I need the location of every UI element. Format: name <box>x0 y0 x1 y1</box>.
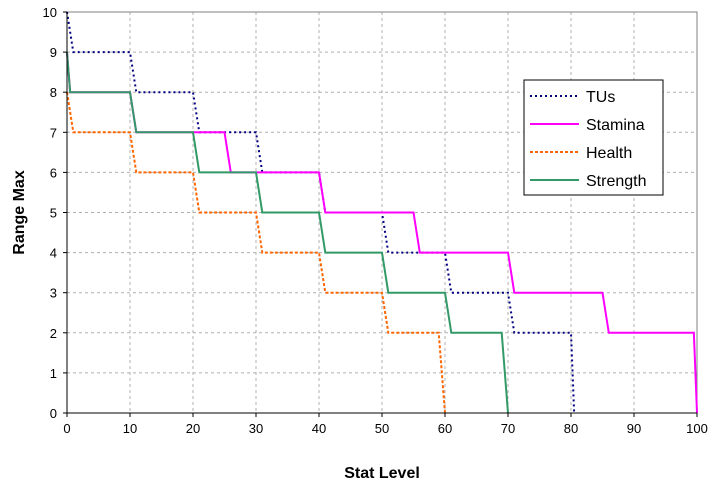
y-tick-label: 4 <box>50 246 57 261</box>
x-tick-label: 60 <box>438 421 452 436</box>
y-tick-label: 5 <box>50 206 57 221</box>
x-tick-label: 70 <box>501 421 515 436</box>
legend-label-tus: TUs <box>586 89 615 106</box>
series-line-strength <box>66 52 509 414</box>
y-axis-title: Range Max <box>11 170 28 255</box>
axes: 0 10 20 30 40 50 60 70 80 90 100 0 1 2 3 4 5 6 7 8 9 10 <box>43 5 708 436</box>
y-tick-label: 10 <box>43 5 57 20</box>
y-tick-label: 9 <box>50 45 57 60</box>
legend-label-strength: Strength <box>586 173 646 190</box>
legend-box <box>523 79 664 196</box>
y-tick-label: 7 <box>50 125 57 140</box>
x-tick-label: 50 <box>375 421 389 436</box>
x-tick-label: 30 <box>249 421 263 436</box>
y-tick-label: 1 <box>50 366 57 381</box>
y-tick-label: 2 <box>50 326 57 341</box>
y-tick-label: 0 <box>50 406 57 421</box>
legend-label-health: Health <box>586 145 632 162</box>
x-tick-label: 100 <box>686 421 708 436</box>
legend-label-stamina: Stamina <box>586 117 645 134</box>
x-tick-label: 0 <box>63 421 70 436</box>
y-tick-label: 8 <box>50 85 57 100</box>
x-tick-label: 80 <box>564 421 578 436</box>
series-line-tus <box>66 11 576 414</box>
x-tick-label: 20 <box>186 421 200 436</box>
x-tick-label: 90 <box>627 421 641 436</box>
series-layer <box>66 11 698 414</box>
y-tick-label: 6 <box>50 165 57 180</box>
legend: TUs Stamina Health Strength <box>523 79 664 196</box>
x-axis-title: Stat Level <box>344 465 420 482</box>
x-tick-label: 10 <box>123 421 137 436</box>
x-tick-label: 40 <box>312 421 326 436</box>
y-tick-label: 3 <box>50 286 57 301</box>
series-line-health <box>66 92 446 414</box>
